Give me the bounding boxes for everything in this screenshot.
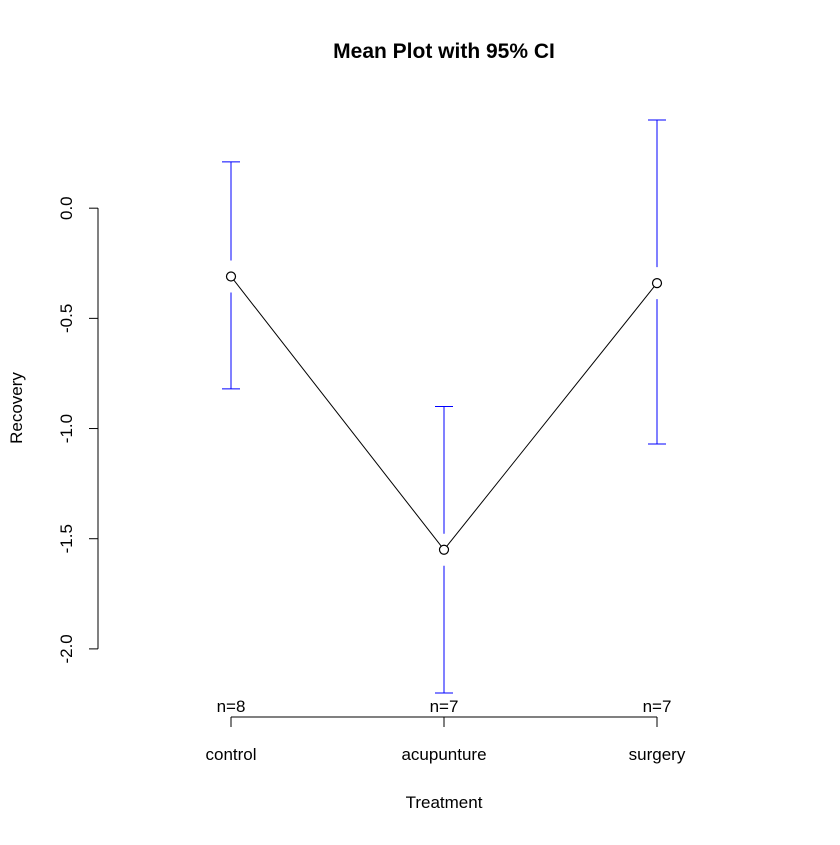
x-tick-label: control bbox=[205, 745, 256, 764]
mean-point bbox=[651, 278, 663, 289]
mean-point bbox=[438, 544, 450, 555]
y-tick-label: 0.0 bbox=[57, 196, 76, 220]
n-label: n=7 bbox=[430, 697, 459, 716]
y-axis-title: Recovery bbox=[7, 372, 26, 444]
chart-title: Mean Plot with 95% CI bbox=[333, 40, 555, 63]
y-tick-label: -1.5 bbox=[57, 524, 76, 553]
x-tick-label: acupunture bbox=[401, 745, 486, 764]
y-tick-label: -0.5 bbox=[57, 304, 76, 333]
x-tick-label: surgery bbox=[629, 745, 686, 764]
y-tick-label: -1.0 bbox=[57, 414, 76, 443]
y-tick-label: -2.0 bbox=[57, 634, 76, 663]
x-axis-title: Treatment bbox=[406, 793, 483, 812]
n-label: n=8 bbox=[217, 697, 246, 716]
n-label: n=7 bbox=[643, 697, 672, 716]
mean-point bbox=[225, 271, 237, 282]
